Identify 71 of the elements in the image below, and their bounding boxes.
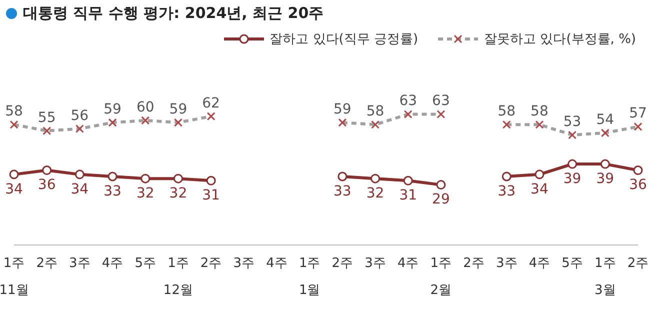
x-tick-label: 1주 1월 — [298, 256, 320, 298]
data-label: 39 — [596, 170, 614, 187]
data-label: 54 — [596, 112, 614, 128]
x-tick-label: 1주 12월 — [163, 256, 193, 298]
data-label: 32 — [136, 186, 154, 202]
chart-title: 대통령 직무 수행 평가: 2024년, 최근 20주 — [23, 4, 324, 23]
data-label: 32 — [366, 186, 384, 202]
data-label: 53 — [563, 114, 582, 130]
point — [370, 174, 380, 184]
data-label: 58 — [530, 104, 548, 120]
data-label: 58 — [498, 104, 516, 120]
data-label: 34 — [70, 181, 89, 198]
x-tick-label: 3주 — [496, 256, 518, 271]
point — [403, 176, 413, 186]
point — [436, 180, 446, 190]
x-tick-label: 5주 — [134, 256, 156, 271]
data-label: 29 — [432, 192, 450, 208]
data-label: 31 — [202, 188, 220, 204]
x-tick-label: 1주 2월 — [430, 256, 452, 298]
point — [502, 172, 512, 182]
point — [338, 172, 348, 182]
x-tick-label: 3주 — [69, 256, 90, 271]
x-tick-label: 2주 — [463, 256, 484, 271]
x-tick-label: 3주 — [233, 256, 255, 271]
data-label: 31 — [399, 188, 418, 204]
data-label: 33 — [334, 183, 352, 200]
x-tick-label: 3주 — [364, 256, 386, 271]
x-tick-label: 4주 — [528, 256, 550, 271]
x-tick-label: 2주 — [36, 256, 58, 271]
data-label: 62 — [202, 95, 220, 112]
data-label: 56 — [70, 108, 89, 124]
point — [74, 170, 84, 180]
point — [534, 170, 544, 180]
point — [633, 166, 643, 176]
data-label: 33 — [104, 183, 122, 200]
x-tick-label: 2주 — [200, 256, 222, 271]
data-label: 59 — [334, 102, 352, 118]
point — [140, 174, 150, 184]
data-label: 36 — [629, 177, 647, 194]
legend-label: 잘하고 있다(직무 긍정률) — [270, 31, 418, 48]
data-label: 34 — [530, 181, 548, 198]
x-tick-label: 2주 — [627, 256, 649, 271]
data-label: 58 — [5, 104, 23, 120]
data-label: 39 — [563, 170, 582, 187]
x-tick-label: 4주 — [102, 256, 124, 271]
x-tick-label: 5주 — [562, 256, 583, 271]
point — [42, 166, 52, 176]
data-label: 33 — [498, 183, 516, 200]
point — [206, 176, 216, 186]
point — [173, 174, 183, 184]
point — [9, 170, 19, 180]
x-tick-label: 1주 3월 — [594, 256, 616, 298]
point — [108, 172, 118, 182]
point — [568, 159, 578, 169]
data-label: 60 — [136, 99, 154, 116]
data-label: 59 — [104, 102, 122, 118]
data-label: 34 — [5, 181, 23, 198]
data-label: 58 — [366, 104, 384, 120]
data-label: 55 — [38, 110, 56, 126]
point — [600, 159, 610, 169]
data-label: 59 — [169, 102, 188, 118]
data-label: 57 — [629, 106, 647, 122]
x-tick-label: 1주 11월 — [0, 256, 29, 298]
legend-label: 잘못하고 있다(부정률, %) — [484, 31, 636, 48]
x-tick-label: 4주 — [397, 256, 419, 271]
data-label: 32 — [169, 186, 188, 202]
data-label: 63 — [432, 93, 450, 110]
x-tick-label: 2주 — [332, 256, 354, 271]
x-tick-label: 4주 — [266, 256, 288, 271]
data-label: 36 — [38, 177, 56, 194]
data-label: 63 — [399, 93, 418, 110]
